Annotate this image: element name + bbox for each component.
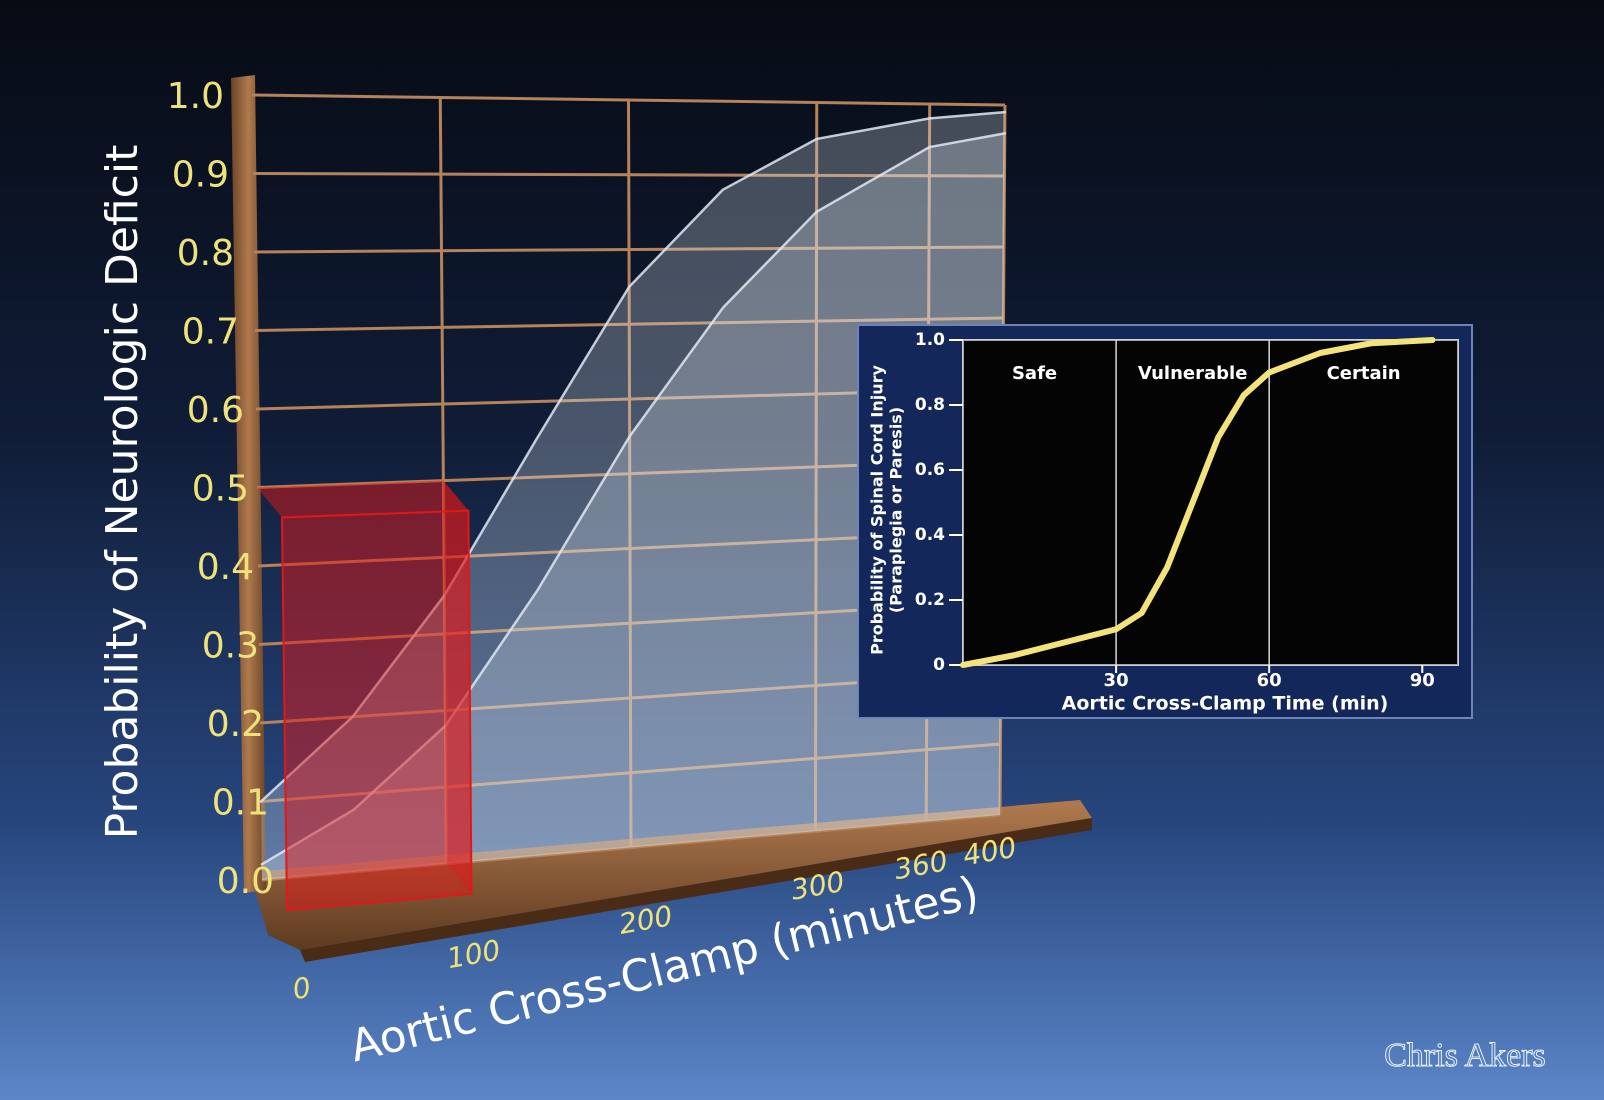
y-tick-label: 0.8 xyxy=(915,395,945,415)
y-tick-label: 0.4 xyxy=(197,547,254,588)
credit: Chris Akers xyxy=(1384,1037,1546,1074)
highlight xyxy=(282,511,472,910)
inset-chart: Safe Vulnerable Certain 30 60 90 0 0.2 0.4 0.6 0.8… xyxy=(915,330,1458,691)
region-label: Vulnerable xyxy=(1138,363,1248,384)
region-label: Certain xyxy=(1327,363,1401,384)
y-tick-label: 0.5 xyxy=(192,469,249,510)
chart: 0.00.10.20.30.40.50.60.70.80.91.00100200… xyxy=(0,0,1604,1100)
y-tick-label: 0.2 xyxy=(915,590,945,610)
y-tick-label: 1.0 xyxy=(167,76,224,117)
y-tick-label: 0.8 xyxy=(177,233,234,274)
y-axis-label: Probability of Neurologic Deficit xyxy=(97,145,148,840)
x-tick-label: 100 xyxy=(445,933,503,975)
inset-x-axis-label: Aortic Cross-Clamp Time (min) xyxy=(1062,693,1389,715)
y-tick-label: 1.0 xyxy=(915,330,945,350)
x-tick-label: 90 xyxy=(1410,670,1435,691)
y-tick-label: 0.4 xyxy=(915,525,945,545)
y-tick-label: 0.3 xyxy=(202,626,259,667)
y-tick-label: 0.0 xyxy=(217,861,274,902)
y-tick-label: 0.1 xyxy=(212,783,269,824)
region xyxy=(963,340,1116,665)
y-tick-label: 0 xyxy=(933,655,945,675)
y-tick-label: 0.7 xyxy=(182,312,239,353)
page: 0.00.10.20.30.40.50.60.70.80.91.00100200… xyxy=(0,0,1604,1100)
x-tick-label: 30 xyxy=(1104,670,1129,691)
x-tick-label: 60 xyxy=(1257,670,1282,691)
y-tick-label: 0.6 xyxy=(187,390,244,431)
y-tick-label: 0.6 xyxy=(915,460,945,480)
inset-y-axis-label: (Paraplegia or Paresis) xyxy=(887,407,906,613)
y-tick-label: 0.9 xyxy=(172,155,229,196)
inset-y-axis-label: Probability of Spinal Cord Injury xyxy=(868,365,887,655)
region xyxy=(1269,340,1458,665)
y-tick-label: 0.2 xyxy=(207,704,264,745)
region-label: Safe xyxy=(1012,363,1057,384)
x-tick-label: 0 xyxy=(290,971,313,1007)
